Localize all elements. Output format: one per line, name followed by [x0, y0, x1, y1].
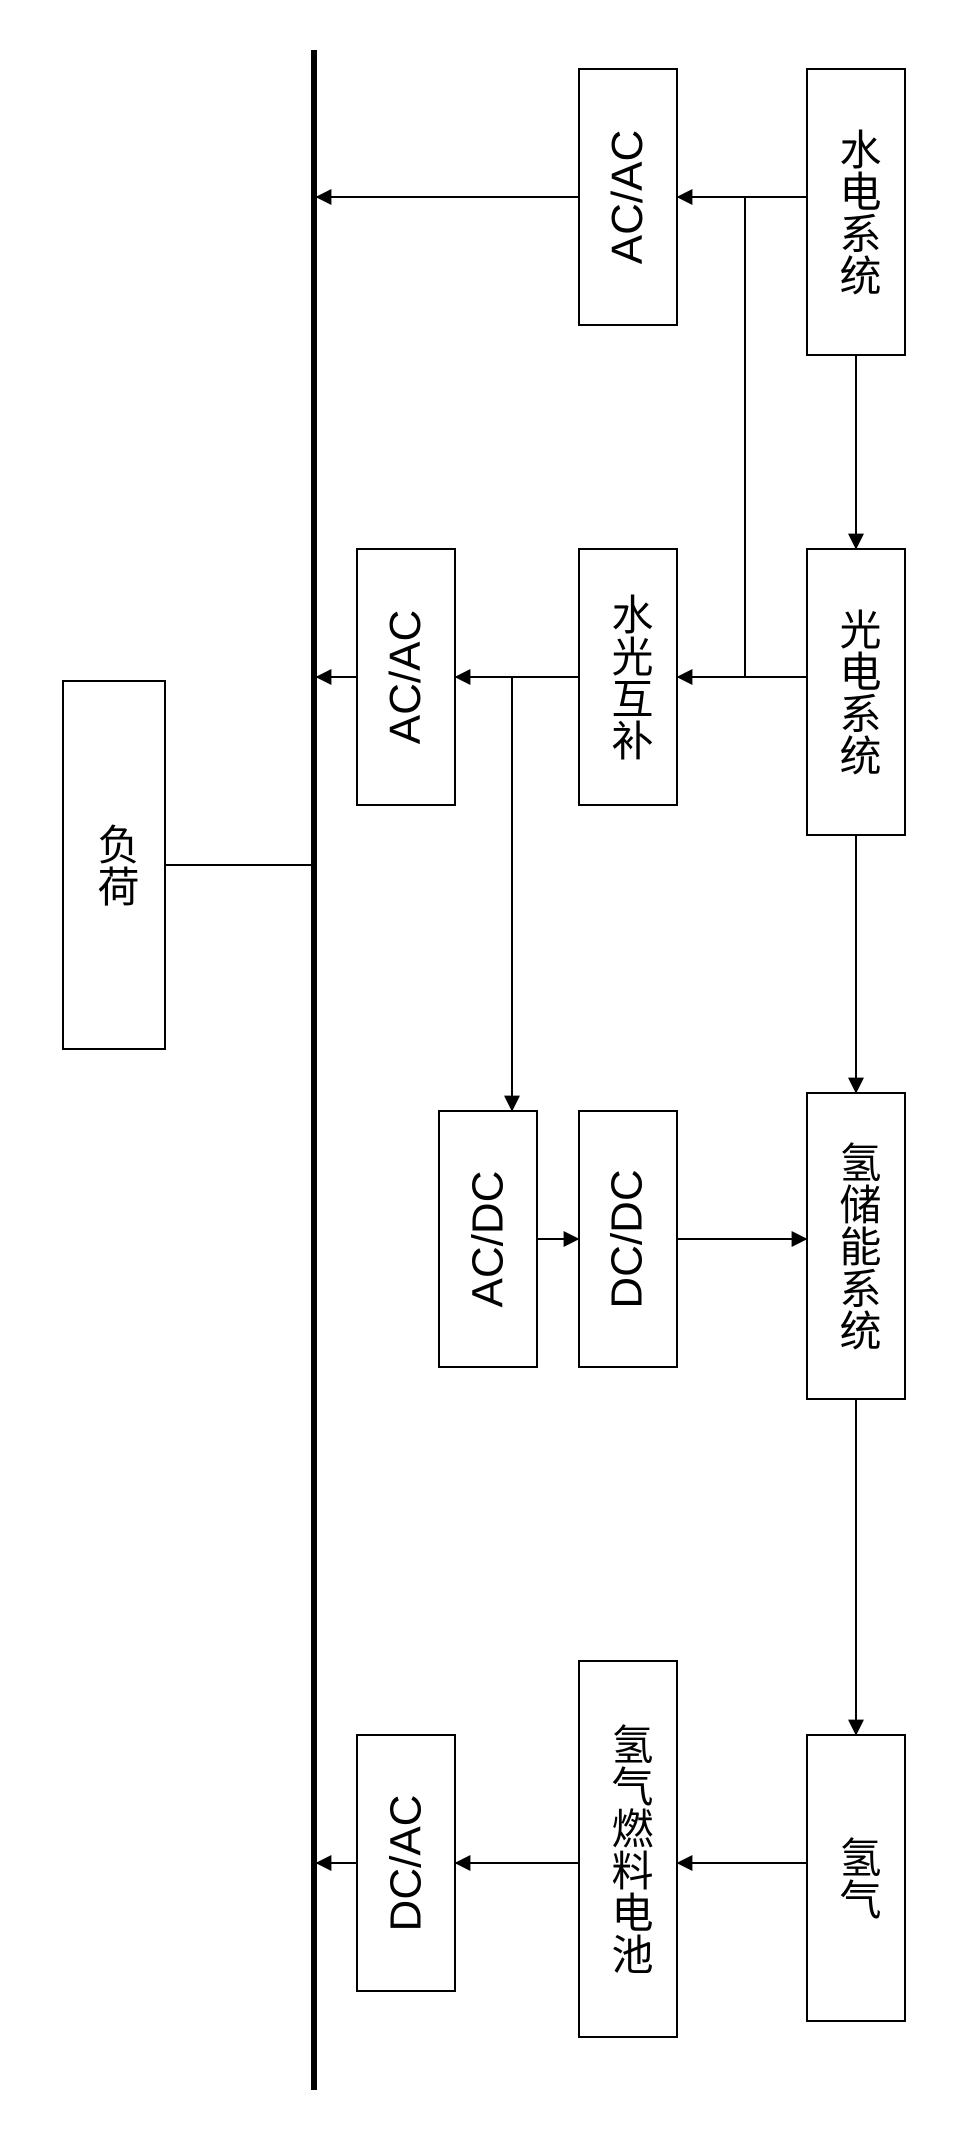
node-hyd-solar: 水光互补: [578, 548, 678, 806]
node-dcdc-label: DC/DC: [603, 1169, 653, 1308]
node-acdc-label: AC/DC: [463, 1171, 513, 1308]
node-hyd-solar-label: 水光互补: [607, 593, 649, 761]
node-hydrogen: 氢气: [806, 1734, 906, 2022]
node-acac-right-label: AC/AC: [381, 610, 431, 744]
node-dcac-label: DC/AC: [381, 1795, 431, 1932]
node-fuel-cell-label: 氢气燃料电池: [607, 1723, 649, 1975]
node-acdc: AC/DC: [438, 1110, 538, 1368]
node-dcdc: DC/DC: [578, 1110, 678, 1368]
node-photovoltaic-label: 光电系统: [835, 608, 877, 776]
node-fuel-cell: 氢气燃料电池: [578, 1660, 678, 2038]
node-acac-top: AC/AC: [578, 68, 678, 326]
node-photovoltaic: 光电系统: [806, 548, 906, 836]
node-h2-storage-label: 氢储能系统: [835, 1141, 877, 1351]
node-load: 负荷: [62, 680, 166, 1050]
diagram-root: 负荷 水电系统 光电系统 氢储能系统 氢气 AC/AC 水光互补 DC/DC 氢…: [0, 0, 967, 2131]
node-acac-top-label: AC/AC: [603, 130, 653, 264]
node-hydropower-label: 水电系统: [835, 128, 877, 296]
node-dcac: DC/AC: [356, 1734, 456, 1992]
node-hydrogen-label: 氢气: [835, 1836, 877, 1920]
node-h2-storage: 氢储能系统: [806, 1092, 906, 1400]
node-hydropower: 水电系统: [806, 68, 906, 356]
bus-bar: [311, 50, 317, 2090]
node-acac-right: AC/AC: [356, 548, 456, 806]
node-load-label: 负荷: [93, 823, 135, 907]
